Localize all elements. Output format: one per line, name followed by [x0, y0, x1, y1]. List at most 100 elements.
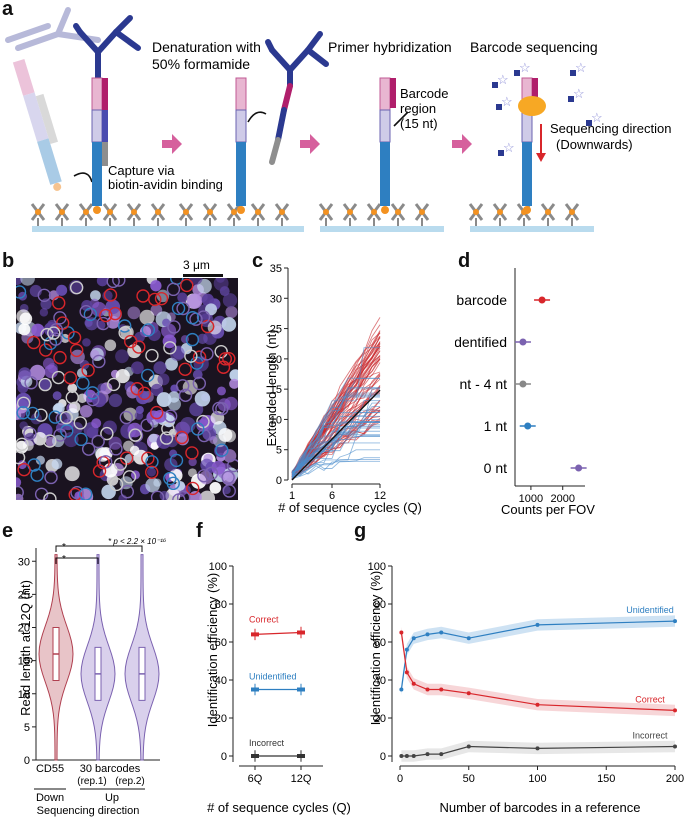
- chart-g-ytick-label: 20: [374, 713, 386, 725]
- fluorophore-star-icon: ☆: [501, 94, 513, 109]
- detection-ring: [180, 278, 194, 293]
- detection-ring: [176, 379, 190, 393]
- free-antibody: [5, 7, 101, 51]
- detection-ring: [154, 291, 169, 306]
- nucleotide-base: [568, 96, 574, 102]
- chart-c-xlabel: # of sequence cycles (Q): [278, 500, 422, 515]
- detection-ring: [67, 330, 82, 345]
- detection-ring: [23, 426, 37, 441]
- fluorescent-spot: [38, 378, 51, 391]
- fluorescent-spot: [147, 328, 161, 342]
- chart-c-ytick-label: 25: [270, 324, 282, 336]
- chart-e-bracket: [55, 557, 99, 564]
- detection-ring: [218, 352, 233, 366]
- biotin-dot: [107, 209, 113, 215]
- biotin-dot: [155, 209, 161, 215]
- detection-ring: [185, 332, 200, 347]
- detection-ring: [24, 376, 38, 390]
- fluorescent-spot: [40, 298, 52, 310]
- detection-ring: [192, 376, 207, 391]
- detection-ring: [92, 464, 107, 478]
- fluorescent-spot: [188, 457, 197, 467]
- detection-ring: [79, 487, 93, 500]
- chart-c-trace: [291, 449, 380, 477]
- fluorescent-spot: [197, 333, 208, 345]
- panel-letter-c: c: [252, 250, 264, 272]
- detection-ring: [176, 490, 191, 500]
- detection-ring: [86, 392, 100, 407]
- chart-e-ytick-label: 5: [24, 722, 30, 734]
- fluorescent-spot: [165, 488, 181, 500]
- chart-g-point: [399, 687, 404, 692]
- chart-c-lines: [291, 317, 381, 481]
- fluorescent-spot: [177, 292, 188, 303]
- fluorescent-spot: [164, 457, 178, 472]
- biotin-dot: [371, 209, 377, 215]
- chart-g: 0 20 40 60 80 100 0 50 100 150 200 Unidentified Corr…: [368, 561, 685, 815]
- biotin-dot: [347, 209, 353, 215]
- detection-ring: [91, 434, 105, 449]
- detection-ring: [163, 471, 177, 486]
- biotin-dot: [255, 209, 261, 215]
- chart-g-point: [535, 702, 540, 707]
- detection-ring: [196, 310, 211, 324]
- chart-g-ytick-label: 80: [374, 599, 386, 611]
- biotin-dot: [419, 209, 425, 215]
- chart-g-xtick-label: 0: [397, 773, 403, 785]
- chart-g-series-label: Incorrect: [632, 731, 668, 741]
- antibody: [73, 15, 141, 81]
- scale-bar-label: 3 μm: [183, 258, 210, 272]
- biotin-dot: [59, 209, 65, 215]
- step-arrow: [300, 134, 320, 154]
- detection-ring: [73, 416, 87, 430]
- detection-ring: [176, 301, 190, 316]
- detection-ring: [169, 453, 184, 468]
- chart-c-xtick-label: 12: [374, 490, 386, 502]
- chart-e-cat-rep2: (rep.2): [115, 776, 144, 787]
- chart-d-point: [575, 464, 583, 472]
- chart-e-group-caption: Sequencing direction: [37, 805, 140, 817]
- chart-e-ytick-label: 20: [18, 623, 30, 635]
- detection-ring: [145, 465, 159, 479]
- detection-ring: [221, 470, 235, 485]
- detection-ring: [167, 320, 181, 334]
- chart-f-ytick-label: 80: [215, 599, 227, 611]
- chart-e-marks: 0 5 10 15 20 25 30: [18, 545, 160, 767]
- primer-label: Primer hybridization: [328, 39, 452, 55]
- detection-ring: [43, 492, 57, 500]
- chart-e: 0 5 10 15 20 25 30 Read length at 12Q (nt) * p…: [18, 537, 167, 817]
- fluorescent-spot: [102, 290, 113, 301]
- chart-e-annotation: * p < 2.2 × 10⁻¹⁶: [108, 537, 167, 546]
- detection-ring: [145, 348, 159, 363]
- fluorescent-spot: [63, 432, 79, 448]
- chart-e-ytick-label: 10: [18, 689, 30, 701]
- chart-d-point: [524, 422, 532, 430]
- nucleotide-base: [492, 82, 498, 88]
- detection-ring: [69, 280, 84, 295]
- fluorophore-star-icon: ☆: [575, 60, 587, 75]
- direction-label: Sequencing direction: [550, 121, 671, 136]
- chart-d-category-label: Unidentified: [455, 334, 507, 350]
- fluorescent-spot: [115, 349, 129, 364]
- biotin-dot: [323, 209, 329, 215]
- detection-ring: [113, 457, 128, 471]
- detection-ring: [51, 370, 66, 385]
- chart-f-ytick-label: 100: [209, 561, 227, 573]
- fluorescent-spot: [89, 349, 100, 360]
- chart-g-point: [404, 670, 409, 675]
- detection-ring: [17, 462, 31, 477]
- surface: [470, 226, 594, 232]
- fluorescent-spot: [97, 383, 107, 393]
- fluorescent-spot: [101, 484, 116, 500]
- chart-e-group-down: Down: [36, 792, 64, 804]
- chart-e-cat-cd55: CD55: [36, 763, 64, 775]
- capture-label-2: biotin-avidin binding: [108, 177, 223, 192]
- chart-f-series-label: Incorrect: [249, 738, 285, 748]
- detection-ring: [197, 469, 211, 483]
- chart-d-category-label: 1 nt: [484, 418, 507, 434]
- chart-g-point: [404, 754, 409, 758]
- chart-f-series-line: [254, 631, 302, 636]
- detection-ring: [163, 409, 178, 423]
- detection-ring: [38, 377, 52, 392]
- chart-c-mean-line: [291, 389, 381, 481]
